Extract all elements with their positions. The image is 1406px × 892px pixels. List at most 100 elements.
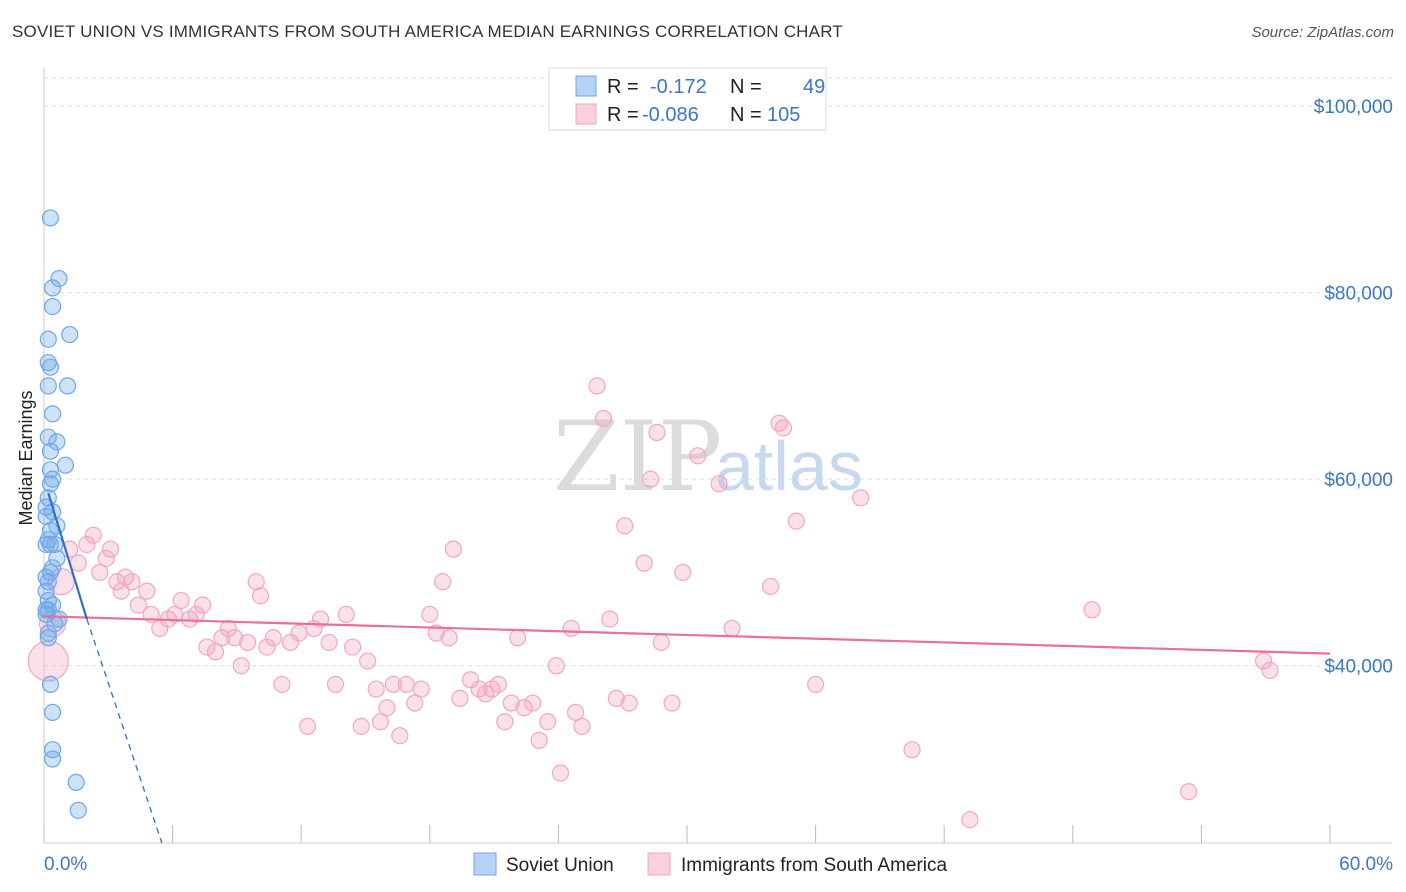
data-point-immigrants [444, 540, 462, 558]
data-point-soviet-union [43, 703, 62, 721]
data-point-immigrants [635, 554, 653, 572]
data-point-immigrants [320, 633, 338, 652]
data-point-immigrants [489, 675, 507, 694]
x-tick-labels: 0.0% 60.0% [44, 854, 1393, 875]
legend-n-label-1: N = [730, 76, 762, 98]
trend-line-soviet-union [47, 492, 88, 620]
data-point-immigrants [198, 638, 216, 656]
data-point-immigrants [573, 717, 591, 735]
y-tick-label: $60,000 [1324, 470, 1393, 491]
trend-line-immigrants [43, 615, 1331, 655]
data-point-immigrants [551, 764, 570, 782]
chart-source: Source: ZipAtlas.com [1251, 24, 1394, 41]
legend-r-label-1: R = [607, 76, 639, 98]
data-point-immigrants [123, 573, 141, 591]
data-point-soviet-union [67, 773, 85, 791]
data-point-immigrants [524, 694, 542, 712]
data-point-immigrants [213, 629, 231, 647]
data-point-soviet-union [48, 433, 66, 451]
data-point-soviet-union [43, 741, 62, 759]
data-point-immigrants [299, 717, 317, 735]
x-tick-label: 60.0% [1339, 854, 1393, 875]
data-point-immigrants [806, 675, 825, 694]
data-point-immigrants [588, 377, 606, 395]
y-axis-label: Median Earnings [16, 390, 36, 525]
data-point-immigrants [337, 605, 355, 624]
legend-n-value-2: 105 [767, 104, 800, 126]
series-soviet-union [37, 209, 87, 819]
watermark-zip: ZIP [553, 401, 722, 513]
data-point-immigrants [359, 652, 377, 670]
data-point-immigrants [352, 717, 370, 735]
data-point-soviet-union [41, 442, 60, 460]
x-tick-label: 0.0% [44, 854, 87, 875]
trend-lines [43, 492, 1331, 844]
data-point-immigrants [290, 624, 308, 642]
data-point-immigrants [264, 629, 282, 647]
data-point-soviet-union [39, 330, 57, 348]
legend-r-value-1: -0.172 [650, 76, 707, 98]
data-point-immigrants [239, 633, 257, 652]
data-point-immigrants [663, 694, 681, 712]
data-point-immigrants [397, 675, 415, 694]
data-point-immigrants [903, 741, 921, 759]
legend-n-label-2: N = [730, 104, 762, 126]
data-point-immigrants [108, 573, 126, 591]
data-point-soviet-union [69, 801, 87, 819]
data-point-soviet-union [41, 209, 60, 227]
data-point-immigrants [273, 675, 291, 694]
bottom-legend-soviet-union: Soviet Union [506, 855, 614, 876]
data-point-immigrants [421, 605, 439, 624]
data-point-immigrants [652, 633, 670, 652]
data-point-immigrants [91, 563, 109, 582]
data-point-immigrants [97, 549, 115, 568]
data-point-immigrants [27, 640, 69, 682]
data-point-soviet-union [43, 750, 62, 768]
bottom-legend: Soviet Union Immigrants from South Ameri… [473, 852, 948, 876]
data-point-immigrants [434, 573, 452, 591]
y-tick-label: $80,000 [1324, 284, 1393, 305]
legend-swatch-soviet-union [575, 75, 597, 97]
trend-line-soviet-union-extension [86, 618, 163, 844]
data-point-immigrants [138, 582, 156, 600]
data-point-soviet-union [37, 535, 55, 554]
data-point-immigrants [496, 713, 514, 731]
chart-title: SOVIET UNION VS IMMIGRANTS FROM SOUTH AM… [12, 22, 843, 41]
data-point-soviet-union [56, 456, 75, 474]
data-point-immigrants [232, 657, 250, 675]
y-tick-label: $40,000 [1324, 657, 1393, 678]
y-tick-label: $100,000 [1314, 97, 1393, 118]
data-point-soviet-union [58, 377, 77, 395]
data-point-immigrants [961, 811, 979, 829]
data-point-immigrants [852, 489, 870, 507]
data-point-immigrants [515, 699, 533, 717]
data-point-soviet-union [43, 279, 62, 297]
data-point-immigrants [101, 540, 120, 558]
data-point-immigrants [281, 633, 300, 652]
data-point-immigrants [562, 619, 580, 638]
data-point-immigrants [530, 731, 548, 749]
data-point-immigrants [761, 577, 780, 596]
bottom-legend-swatch-immigrants [647, 852, 671, 876]
data-point-immigrants [406, 694, 424, 712]
data-point-immigrants [258, 638, 276, 656]
data-point-immigrants [206, 643, 225, 661]
data-point-immigrants [378, 699, 396, 717]
data-point-immigrants [384, 675, 402, 694]
data-point-immigrants [620, 694, 638, 712]
data-point-immigrants [547, 657, 565, 675]
data-point-immigrants [311, 610, 330, 628]
data-point-immigrants [1083, 601, 1101, 619]
data-point-immigrants [440, 629, 458, 647]
data-point-immigrants [566, 703, 585, 721]
data-point-immigrants [502, 694, 520, 712]
data-point-soviet-union [41, 358, 60, 376]
data-point-immigrants [78, 535, 96, 554]
data-point-immigrants [427, 624, 445, 642]
data-point-soviet-union [50, 269, 68, 288]
data-point-immigrants [226, 629, 244, 647]
data-point-immigrants [129, 596, 147, 614]
data-point-soviet-union [48, 549, 66, 568]
data-point-soviet-union [39, 601, 57, 619]
data-point-immigrants [539, 713, 557, 731]
